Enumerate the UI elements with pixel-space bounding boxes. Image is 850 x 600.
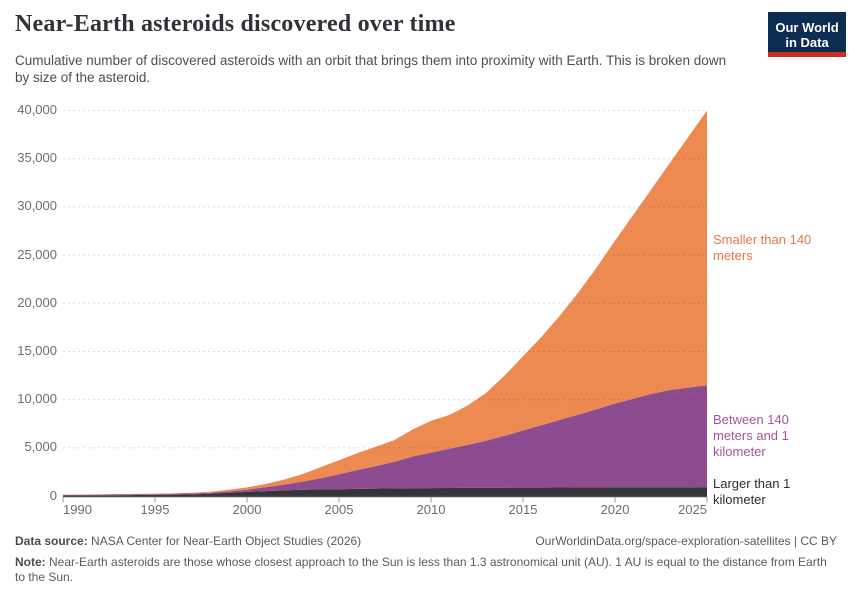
note-label: Note: [15, 554, 46, 569]
owid-logo-text-line2: in Data [785, 34, 829, 50]
owid-url-license-link[interactable]: OurWorldinData.org/space-exploration-sat… [535, 534, 837, 548]
chart-subtitle: Cumulative number of discovered asteroid… [15, 53, 727, 85]
area-smaller-than-140-meters[interactable] [63, 110, 707, 495]
series-label-smaller-than-140-meters: Smaller than 140 meters [713, 232, 848, 264]
page-title: Near-Earth asteroids discovered over tim… [15, 11, 456, 37]
y-axis-label-20000: 20,000 [17, 294, 57, 310]
series-label-line: kilometer [713, 444, 766, 460]
data-source-label: Data source: [15, 534, 88, 548]
note-text: Near-Earth asteroids are those whose clo… [15, 554, 827, 585]
y-axis-label-5000: 5,000 [24, 439, 57, 455]
x-axis-label-2020: 2020 [600, 502, 630, 517]
series-label-line: meters [713, 247, 753, 263]
x-axis-label-2005: 2005 [324, 502, 354, 517]
series-label-larger-than-1-kilometer: Larger than 1 kilometer [713, 476, 848, 508]
y-axis-label-25000: 25,000 [17, 246, 57, 262]
x-axis-label-2025: 2025 [678, 502, 707, 517]
y-axis-label-35000: 35,000 [17, 150, 57, 166]
series-label-line: Larger than 1 [713, 475, 791, 491]
series-label-line: Between 140 [713, 412, 789, 428]
y-axis-label-30000: 30,000 [17, 198, 57, 214]
owid-logo-text-line1: Our World [775, 19, 839, 35]
y-axis-label-0: 0 [49, 487, 57, 503]
series-label-between-140-meters-and-1-kilometer: Between 140 meters and 1 kilometer [713, 412, 848, 460]
series-label-line: kilometer [713, 491, 766, 507]
x-axis-label-2010: 2010 [416, 502, 446, 517]
y-axis-label-15000: 15,000 [17, 342, 57, 358]
x-axis-label-2000: 2000 [232, 502, 262, 517]
x-axis-label-2015: 2015 [508, 502, 538, 517]
x-axis-label-1990: 1990 [63, 502, 92, 517]
area-between-140-meters-and-1-kilometer[interactable] [63, 385, 707, 496]
area-larger-than-1-kilometer[interactable] [63, 487, 707, 496]
x-axis-label-1995: 1995 [140, 502, 170, 517]
owid-logo-red-stripe [768, 52, 846, 57]
y-axis-label-40000: 40,000 [17, 102, 57, 117]
series-label-line: meters and 1 [713, 428, 789, 444]
owid-logo[interactable]: Our World in Data [768, 12, 846, 57]
y-axis-label-10000: 10,000 [17, 391, 57, 407]
series-label-line: Smaller than 140 [713, 231, 812, 247]
data-source-line: Data source: NASA Center for Near-Earth … [15, 534, 361, 550]
note-line: Note: Near-Earth asteroids are those who… [15, 555, 837, 586]
chart-footer: Data source: NASA Center for Near-Earth … [15, 534, 837, 586]
data-source-text: NASA Center for Near-Earth Object Studie… [87, 534, 362, 548]
